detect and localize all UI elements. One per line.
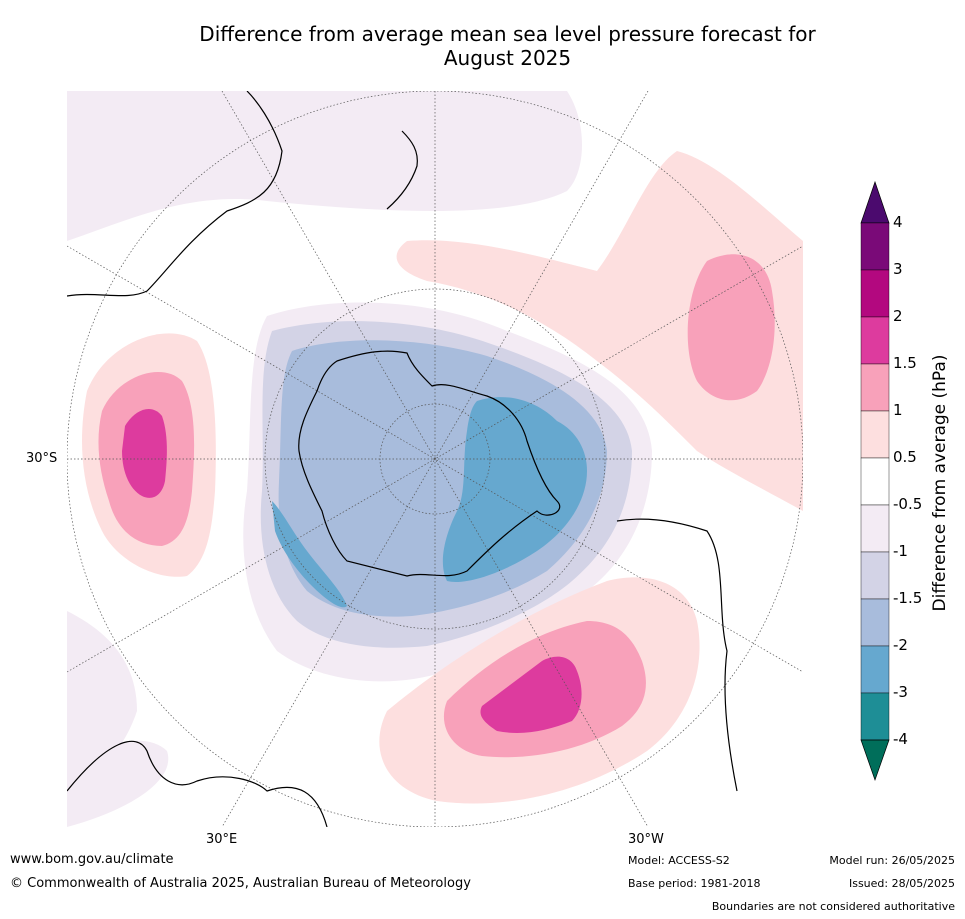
anomaly-region-pos-upperright-0-5 [396,151,803,511]
colorbar-tick-label: 1 [893,401,903,419]
anomaly-region-neg-2-east [442,397,587,582]
chart-title: Difference from average mean sea level p… [150,22,865,70]
australia-coastline [67,91,283,297]
website-link[interactable]: www.bom.gov.au/climate [10,852,174,867]
anomaly-region-neg-small-bottomleft [67,740,169,827]
title-line-2: August 2025 [443,46,572,70]
colorbar-segment [860,316,890,365]
anomaly-region-neg-2-west [272,501,347,608]
anomaly-region-neg-small-north [67,91,582,241]
copyright-text: © Commonwealth of Australia 2025, Austra… [10,876,471,891]
colorbar-extend-bottom [860,739,890,782]
base-period-text: Base period: 1981-2018 [628,877,761,890]
model-run-text: Model run: 26/05/2025 [829,854,955,867]
anomaly-region-pos-bottom-1-5 [480,656,582,733]
colorbar-tick-label: 3 [893,260,903,278]
colorbar-tick-label: -1 [893,542,908,560]
polar-map [67,91,803,827]
colorbar-segment [860,222,890,271]
issued-text: Issued: 28/05/2025 [848,877,955,890]
colorbar-tick-label: 0.5 [893,448,917,466]
colorbar-tick-label: 4 [893,213,903,231]
colorbar-extend-top [860,180,890,224]
graticule [67,91,803,827]
disclaimer-text: Boundaries are not considered authoritat… [711,900,955,913]
colorbar-tick-label: 2 [893,307,903,325]
colorbar-label: Difference from average (hPa) [930,354,950,612]
antarctica-coastline [298,350,561,577]
model-text: Model: ACCESS-S2 [628,854,730,867]
colorbar-tick-label: -2 [893,636,908,654]
africa-coastline [67,740,328,827]
colorbar-tick-label: -1.5 [893,589,923,607]
anomaly-region-pos-upperright-1 [687,254,775,401]
colorbar [860,180,890,782]
colorbar-segment [860,457,890,506]
colorbar-tick-label: -0.5 [893,495,923,513]
colorbar-segment [860,551,890,600]
lon-label-30e: 30°E [206,832,238,847]
coastlines [67,91,738,827]
colorbar-tick-label: -3 [893,683,908,701]
colorbar-segment [860,645,890,694]
colorbar-segment [860,269,890,318]
title-line-1: Difference from average mean sea level p… [199,22,816,46]
colorbar-segment [860,692,890,741]
lat-label-30s: 30°S [26,451,58,466]
south-america-coastline [616,518,738,792]
anomaly-region-pos-left-1-5 [122,408,167,498]
colorbar-tick-label: 1.5 [893,354,917,372]
colorbar-segment [860,504,890,553]
new-zealand-coastline [386,130,418,210]
colorbar-segment [860,598,890,647]
colorbar-tick-label: -4 [893,730,908,748]
lon-label-30w: 30°W [628,832,664,847]
colorbar-segment [860,410,890,459]
colorbar-segment [860,363,890,412]
